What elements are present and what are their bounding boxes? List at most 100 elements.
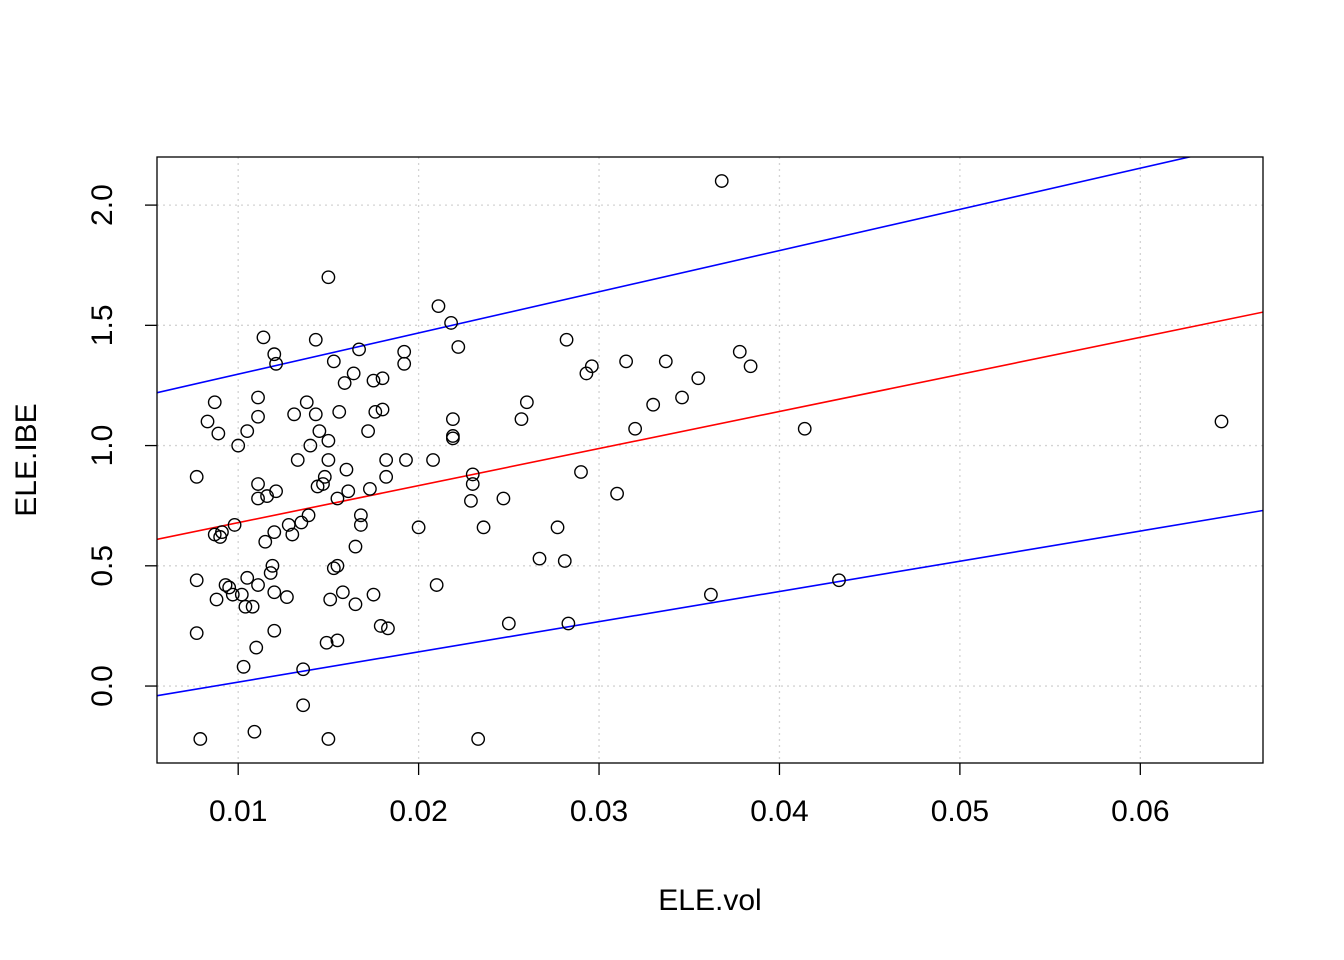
data-point — [330, 491, 345, 506]
data-point — [619, 354, 634, 369]
data-point — [303, 438, 318, 453]
data-point — [561, 616, 576, 631]
upper-bound-line — [157, 157, 1193, 394]
data-point — [249, 640, 264, 655]
data-point — [211, 426, 226, 441]
data-point — [368, 405, 383, 419]
data-point — [471, 732, 486, 746]
data-point — [269, 356, 283, 371]
data-point — [366, 587, 381, 602]
data-point — [465, 477, 480, 491]
data-point — [352, 342, 366, 357]
data-point — [287, 407, 302, 422]
data-point — [301, 508, 316, 523]
data-point — [267, 585, 282, 600]
data-point — [335, 585, 350, 600]
data-point — [251, 390, 265, 405]
data-point — [245, 599, 260, 614]
data-point — [445, 431, 460, 446]
data-point — [189, 573, 204, 588]
x-axis-title: ELE.vol — [658, 884, 761, 917]
x-tick-label: 0.03 — [570, 795, 628, 828]
data-point — [227, 518, 242, 532]
data-point — [714, 174, 729, 188]
data-point — [280, 590, 294, 604]
data-point — [557, 554, 572, 568]
data-point — [308, 407, 323, 422]
y-tick-label: 1.0 — [86, 425, 119, 467]
data-point — [326, 354, 341, 369]
data-point — [267, 347, 282, 362]
data-point — [269, 484, 283, 499]
data-point — [308, 332, 323, 347]
data-point — [366, 373, 381, 388]
x-tick-label: 0.01 — [209, 795, 267, 828]
x-tick-label: 0.04 — [750, 795, 808, 828]
data-point — [363, 481, 377, 496]
regression-line — [157, 311, 1263, 541]
data-point — [290, 453, 305, 467]
data-point — [258, 534, 273, 549]
data-point — [379, 469, 394, 484]
data-point — [337, 376, 352, 390]
data-point — [317, 469, 332, 484]
data-point — [294, 515, 309, 530]
data-point — [375, 402, 390, 417]
data-point — [658, 354, 673, 369]
data-point — [234, 587, 249, 602]
data-point — [312, 424, 327, 439]
data-point — [321, 453, 336, 467]
data-point — [332, 405, 347, 419]
data-point — [251, 491, 265, 506]
data-point — [330, 558, 345, 573]
data-point — [379, 453, 394, 467]
data-point — [236, 659, 251, 674]
data-point — [431, 299, 446, 313]
data-point — [247, 724, 262, 739]
data-point — [397, 344, 412, 359]
plot-box — [156, 156, 1264, 764]
y-tick-label: 2.0 — [86, 184, 119, 226]
data-point — [251, 477, 265, 491]
data-point — [397, 356, 412, 371]
data-point — [381, 621, 395, 636]
data-point — [200, 414, 215, 429]
data-point — [584, 359, 599, 374]
data-point — [189, 469, 204, 484]
x-axis: 0.01 0.02 0.03 0.04 0.05 0.06 — [209, 763, 1170, 828]
y-axis-title: ELE.IBE — [10, 403, 43, 516]
data-point — [373, 619, 388, 633]
data-point — [476, 520, 491, 535]
data-point — [704, 587, 718, 602]
data-point — [209, 592, 224, 607]
data-point — [743, 359, 758, 374]
y-tick-label: 1.5 — [86, 304, 119, 346]
x-tick-label: 0.05 — [931, 795, 989, 828]
data-point — [256, 330, 271, 345]
data-point — [215, 525, 229, 540]
data-point — [832, 573, 846, 588]
data-point — [445, 412, 460, 427]
data-point — [222, 580, 237, 595]
data-point — [299, 395, 314, 410]
data-point — [326, 561, 341, 576]
data-point — [574, 465, 588, 479]
data-point — [231, 438, 246, 453]
data-point — [348, 597, 363, 612]
data-point — [353, 508, 368, 523]
data-point — [444, 316, 458, 330]
data-point — [559, 332, 574, 347]
x-tick-label: 0.06 — [1111, 795, 1169, 828]
data-point — [319, 635, 334, 650]
data-point — [675, 390, 689, 405]
grid — [157, 157, 1263, 763]
data-point — [550, 520, 565, 535]
data-point — [225, 587, 240, 602]
data-point — [465, 467, 480, 482]
y-tick-label: 0.5 — [86, 545, 119, 587]
data-point — [330, 633, 345, 648]
data-point — [251, 578, 265, 592]
data-point — [464, 493, 478, 508]
data-point — [240, 424, 255, 439]
